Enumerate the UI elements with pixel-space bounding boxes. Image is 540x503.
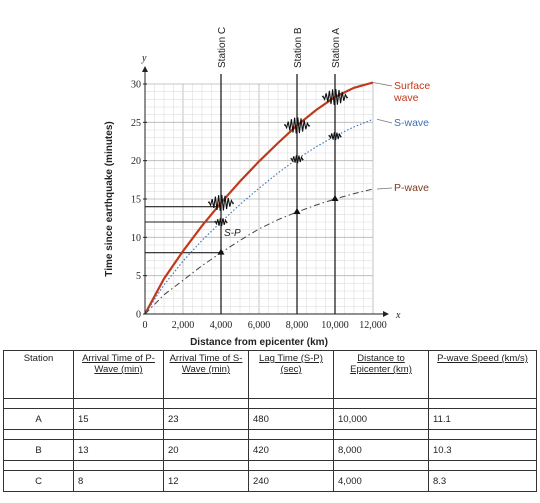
y-axis-arrow (142, 66, 148, 72)
table-row: C 8 12 240 4,000 8.3 (3, 470, 537, 492)
header-lag-time: Lag Time (S-P) (sec) (248, 350, 334, 399)
x-tick-label: 4,000 (210, 320, 233, 331)
x-tick-label: 10,000 (321, 320, 349, 331)
p-arrival-mark (293, 208, 301, 215)
series-line (144, 188, 374, 315)
table-row: B 13 20 420 8,000 10.3 (3, 439, 537, 461)
header-s-arrival-label: Arrival Time of S-Wave (min) (169, 353, 243, 375)
cell-s-arrival: 20 (163, 439, 249, 461)
p-arrival-mark (217, 248, 225, 255)
cell-distance: 4,000 (333, 470, 429, 492)
surface-wave-label: wave (393, 92, 419, 104)
station-lines: Station C Station B Station A (217, 27, 342, 314)
surface-arrival-mark (321, 89, 349, 106)
x-tick-label: 2,000 (172, 320, 195, 331)
header-station-label: Station (23, 353, 54, 364)
s-arrival-mark (328, 132, 342, 141)
y-axis-letter: y (141, 53, 147, 64)
axis-labels: Distance from epicenter (km) Time since e… (104, 121, 328, 348)
cell-lag-time: 240 (248, 470, 334, 492)
header-s-arrival: Arrival Time of S-Wave (min) (163, 350, 249, 399)
cell-p-speed: 11.1 (428, 408, 537, 430)
cell-station: B (3, 439, 74, 461)
header-lag-time-label: Lag Time (S-P) (sec) (259, 353, 323, 375)
station-label: Station C (217, 27, 228, 68)
x-axis-letter: x (395, 310, 401, 321)
cell-lag-time: 480 (248, 408, 334, 430)
y-tick-label: 15 (131, 195, 141, 206)
header-distance-label: Distance to Epicenter (km) (350, 353, 412, 375)
y-tick-label: 10 (131, 233, 141, 244)
surface-wave-label: Surface (394, 80, 430, 92)
table-row: A 15 23 480 10,000 11.1 (3, 408, 537, 430)
cell-s-arrival: 12 (163, 470, 249, 492)
cell-distance: 10,000 (333, 408, 429, 430)
table-spacer-row (3, 460, 537, 471)
cell-s-arrival: 23 (163, 408, 249, 430)
header-p-arrival-label: Arrival Time of P-Wave (min) (82, 353, 155, 375)
p-arrival-mark (331, 195, 339, 201)
y-tick-label: 20 (131, 156, 141, 167)
s-wave-leader (376, 118, 393, 124)
x-tick-label: 6,000 (248, 320, 271, 331)
surface-arrival-mark (283, 117, 311, 134)
p-wave-leader (376, 187, 393, 190)
cell-p-speed: 8.3 (428, 470, 537, 492)
table-spacer-row (3, 429, 537, 440)
tick-labels: 0 2,000 4,000 6,000 8,000 10,000 12,000 0 5 10 15 2… (131, 80, 387, 332)
header-station: Station (3, 350, 74, 399)
s-arrival-mark (214, 217, 228, 227)
y-tick-label: 5 (136, 271, 141, 282)
s-arrival-mark (290, 155, 304, 164)
y-tick-label: 25 (131, 118, 141, 129)
axes: xy (141, 53, 401, 321)
station-label: Station A (331, 28, 342, 68)
x-tick-label: 0 (143, 320, 148, 331)
cell-p-speed: 10.3 (428, 439, 537, 461)
cell-lag-time: 420 (248, 439, 334, 461)
header-distance: Distance to Epicenter (km) (333, 350, 429, 399)
p-wave-label: P-wave (394, 182, 429, 194)
table-header-row: Station Arrival Time of P-Wave (min) Arr… (3, 350, 537, 399)
cell-station: C (3, 470, 74, 492)
table-spacer-row (3, 398, 537, 409)
cell-p-arrival: 15 (73, 408, 164, 430)
surface-arrival-mark (207, 194, 235, 211)
y-tick-label: 30 (131, 80, 141, 91)
grid (144, 83, 374, 315)
y-axis-label: Time since earthquake (minutes) (104, 121, 115, 276)
header-p-arrival: Arrival Time of P-Wave (min) (73, 350, 164, 399)
x-tick-label: 8,000 (286, 320, 309, 331)
x-axis-label: Distance from epicenter (km) (190, 337, 328, 348)
header-p-speed: P-wave Speed (km/s) (428, 350, 537, 399)
station-data-table: Station Arrival Time of P-Wave (min) Arr… (3, 350, 537, 492)
s-wave-label: S-wave (394, 117, 429, 129)
chart-svg: Station C Station B Station A S-P xy 0 2,00… (104, 27, 430, 348)
cell-station: A (3, 408, 74, 430)
surface-wave-leader (372, 82, 393, 87)
station-label: Station B (293, 27, 304, 68)
x-axis-arrow (383, 311, 389, 317)
x-tick-label: 12,000 (359, 320, 387, 331)
cell-distance: 8,000 (333, 439, 429, 461)
sp-label: S-P (224, 228, 241, 239)
seismogram-marks: S-P (207, 89, 349, 255)
cell-p-arrival: 13 (73, 439, 164, 461)
header-p-speed-label: P-wave Speed (km/s) (437, 353, 528, 364)
cell-p-arrival: 8 (73, 470, 164, 492)
y-tick-label: 0 (136, 310, 141, 321)
